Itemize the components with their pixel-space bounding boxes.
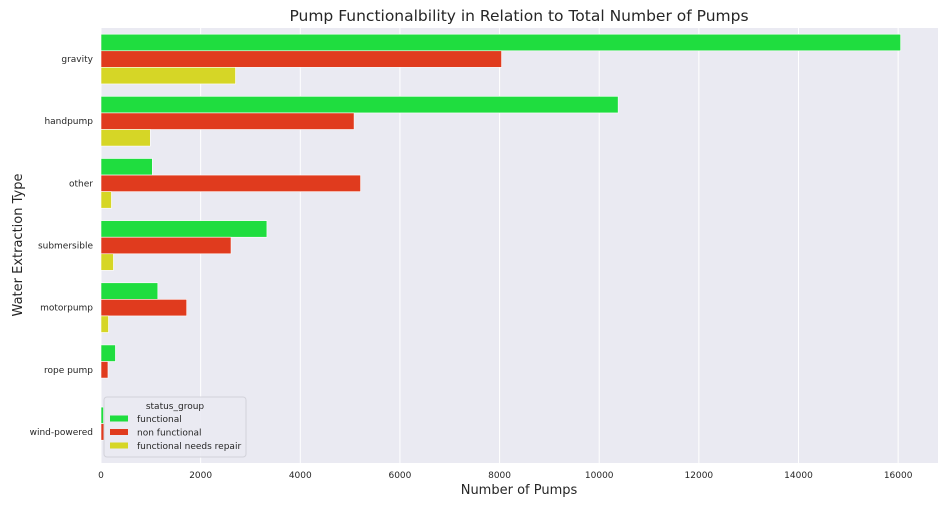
y-tick-label: other — [69, 179, 93, 189]
y-tick-label: motorpump — [40, 304, 93, 314]
bar — [100, 361, 109, 379]
x-tick-label: 16000 — [884, 471, 913, 481]
bar — [100, 158, 153, 176]
legend-swatch — [110, 429, 128, 435]
bar — [100, 174, 361, 192]
bar — [100, 191, 112, 209]
bars — [100, 33, 901, 441]
y-axis-ticks: gravity handpump other submersible motorpump… — [30, 55, 94, 438]
x-tick-label: 14000 — [784, 471, 813, 481]
y-tick-label: handpump — [44, 117, 93, 127]
x-tick-label: 2000 — [189, 471, 212, 481]
bar — [100, 67, 236, 85]
x-tick-label: 4000 — [289, 471, 312, 481]
bar — [100, 33, 901, 52]
legend-items: functional non functional functional needs… — [110, 415, 241, 452]
bar — [100, 344, 116, 362]
bar — [100, 220, 268, 238]
x-axis-ticks: 0 2000 4000 6000 8000 10000 12000 14000 16000 — [98, 471, 913, 481]
legend-box — [103, 396, 247, 458]
legend-title: status_group — [146, 402, 205, 412]
x-tick-label: 10000 — [585, 471, 614, 481]
legend-label: non functional — [137, 429, 202, 439]
x-tick-label: 8000 — [488, 471, 511, 481]
bar — [100, 282, 159, 300]
y-tick-label: rope pump — [44, 366, 93, 376]
bar — [100, 299, 187, 317]
chart-title: Pump Functionalbility in Relation to Tot… — [289, 7, 748, 25]
x-tick-label: 6000 — [388, 471, 411, 481]
x-tick-label: 0 — [98, 471, 104, 481]
bar — [100, 253, 114, 271]
legend-swatch — [110, 415, 128, 422]
bar — [100, 112, 355, 130]
bar — [100, 406, 104, 424]
bar — [100, 50, 502, 68]
y-tick-label: submersible — [38, 242, 94, 252]
legend-label: functional — [137, 415, 182, 425]
bar — [100, 315, 109, 333]
x-axis-label: Number of Pumps — [461, 483, 578, 498]
bar — [100, 96, 619, 114]
y-tick-label: wind-powered — [30, 428, 93, 438]
y-axis-label: Water Extraction Type — [11, 174, 26, 317]
x-tick-label: 12000 — [685, 471, 714, 481]
bar — [100, 236, 232, 255]
legend-label: functional needs repair — [137, 442, 241, 452]
bar — [100, 129, 151, 147]
y-tick-label: gravity — [61, 55, 93, 65]
legend-swatch — [110, 442, 128, 449]
